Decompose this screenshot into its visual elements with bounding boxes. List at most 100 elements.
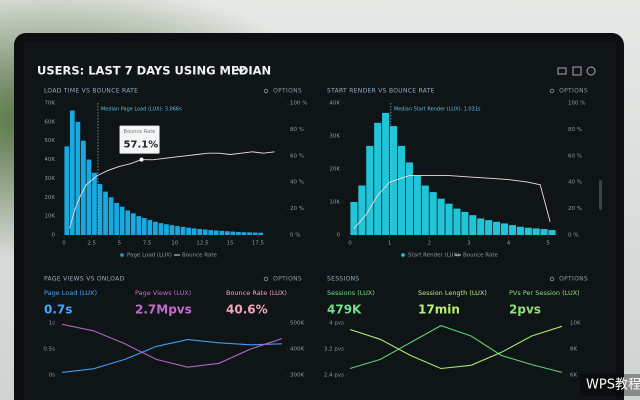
options-button[interactable]: OPTIONS xyxy=(559,276,588,283)
y-tick-label: 10K xyxy=(329,200,340,206)
panel-title: START RENDER VS BOUNCE RATE xyxy=(327,88,435,95)
y2-tick-label: 40 % xyxy=(568,180,582,186)
bar xyxy=(103,191,108,235)
bar xyxy=(164,224,169,235)
bar xyxy=(191,228,197,235)
bar xyxy=(500,223,509,235)
legend-marker xyxy=(401,253,405,257)
bar xyxy=(405,162,413,235)
y2-tick-label: 0 % xyxy=(568,233,578,239)
stat-value: 2.7Mpvs xyxy=(135,303,192,317)
bar xyxy=(213,230,219,235)
x-tick-label: 5 xyxy=(546,241,550,247)
options-icon[interactable] xyxy=(263,276,269,282)
bar xyxy=(175,226,180,235)
legend-label: Bounce Rate xyxy=(463,253,498,259)
bar xyxy=(219,230,225,235)
bar xyxy=(202,229,208,235)
y-tick-label: 0s xyxy=(49,373,55,379)
bar xyxy=(158,223,164,235)
bar xyxy=(485,220,493,235)
options-button[interactable]: OPTIONS xyxy=(559,88,588,95)
y2-tick-label: 60 % xyxy=(568,153,582,159)
y-tick-label: 60K xyxy=(44,119,55,125)
y-tick-label: 0 xyxy=(337,233,341,239)
y2-tick-label: 6K xyxy=(570,373,577,379)
y2-tick-label: 400K xyxy=(290,347,304,353)
series-line xyxy=(349,324,563,373)
legend-label: Start Render (LUX) xyxy=(408,253,459,259)
stat-value: 40.6% xyxy=(226,303,268,317)
y-tick-label: 70K xyxy=(44,101,55,107)
options-icon[interactable] xyxy=(549,88,555,94)
bar xyxy=(114,202,119,235)
bar xyxy=(125,210,131,235)
bar xyxy=(366,145,374,235)
options-icon[interactable] xyxy=(263,88,269,94)
bar xyxy=(540,229,548,235)
bar xyxy=(208,230,214,235)
panel-title: SESSIONS xyxy=(327,276,359,283)
bar xyxy=(532,228,540,235)
y-tick-label: 0.5s xyxy=(43,347,55,353)
icon[interactable] xyxy=(586,66,596,76)
y2-tick-label: 80 % xyxy=(290,127,304,133)
bar xyxy=(108,197,114,235)
y-tick-label: 4 pvs xyxy=(329,321,344,327)
bar xyxy=(358,185,366,235)
bar xyxy=(81,140,86,235)
bar xyxy=(92,172,97,235)
bar xyxy=(258,232,263,235)
y2-tick-label: 10K xyxy=(570,321,581,327)
bar xyxy=(119,206,125,235)
y-tick-label: 40K xyxy=(44,157,55,163)
tooltip-title: Bounce Rate xyxy=(124,129,156,135)
x-tick-label: 17.5 xyxy=(252,241,265,247)
bar xyxy=(421,185,429,235)
stat-label: Session Length (LUX) xyxy=(418,289,487,297)
options-button[interactable]: OPTIONS xyxy=(273,276,302,283)
legend-label: Page Load (LUX) xyxy=(127,253,172,259)
options-button[interactable]: OPTIONS xyxy=(273,88,302,95)
bar xyxy=(429,192,437,235)
x-tick-label: 15 xyxy=(227,241,234,247)
chevron xyxy=(236,67,246,74)
x-tick-label: 3 xyxy=(467,241,471,247)
tooltip xyxy=(119,125,160,154)
bar xyxy=(180,226,186,235)
stat-label: PVs Per Session (LUX) xyxy=(509,289,580,297)
x-tick-label: 12.5 xyxy=(196,241,209,247)
x-tick-label: 0 xyxy=(62,241,66,247)
y-tick-label: 1s xyxy=(49,321,55,327)
bar xyxy=(141,218,147,235)
bar xyxy=(147,219,153,235)
median-annotation: Median Start Render (LUX): 1.031s xyxy=(394,107,481,113)
icon[interactable] xyxy=(572,66,582,76)
bar xyxy=(75,121,81,235)
bar xyxy=(516,226,524,235)
bar xyxy=(477,218,485,235)
x-tick-label: 10 xyxy=(171,241,178,247)
legend-marker xyxy=(120,253,124,257)
bar xyxy=(186,227,191,235)
y-tick-label: 20K xyxy=(44,195,55,201)
bar xyxy=(413,175,421,235)
scrollbar[interactable] xyxy=(599,180,602,210)
bounce-line xyxy=(69,151,275,229)
bar xyxy=(169,225,175,235)
stat-value: 0.7s xyxy=(44,303,72,317)
bar xyxy=(252,232,258,235)
icon[interactable] xyxy=(557,67,567,75)
bar xyxy=(374,122,382,235)
tooltip-point xyxy=(139,157,144,162)
y2-tick-label: 300K xyxy=(290,373,304,379)
bar xyxy=(548,230,556,235)
bar xyxy=(86,159,92,235)
y-tick-label: 0 xyxy=(52,233,56,239)
panel-title: PAGE VIEWS VS ONLOAD xyxy=(44,276,124,283)
options-icon[interactable] xyxy=(549,276,555,282)
bar xyxy=(382,112,390,235)
bar xyxy=(197,228,203,235)
watermark: WPS教程 xyxy=(586,377,640,393)
